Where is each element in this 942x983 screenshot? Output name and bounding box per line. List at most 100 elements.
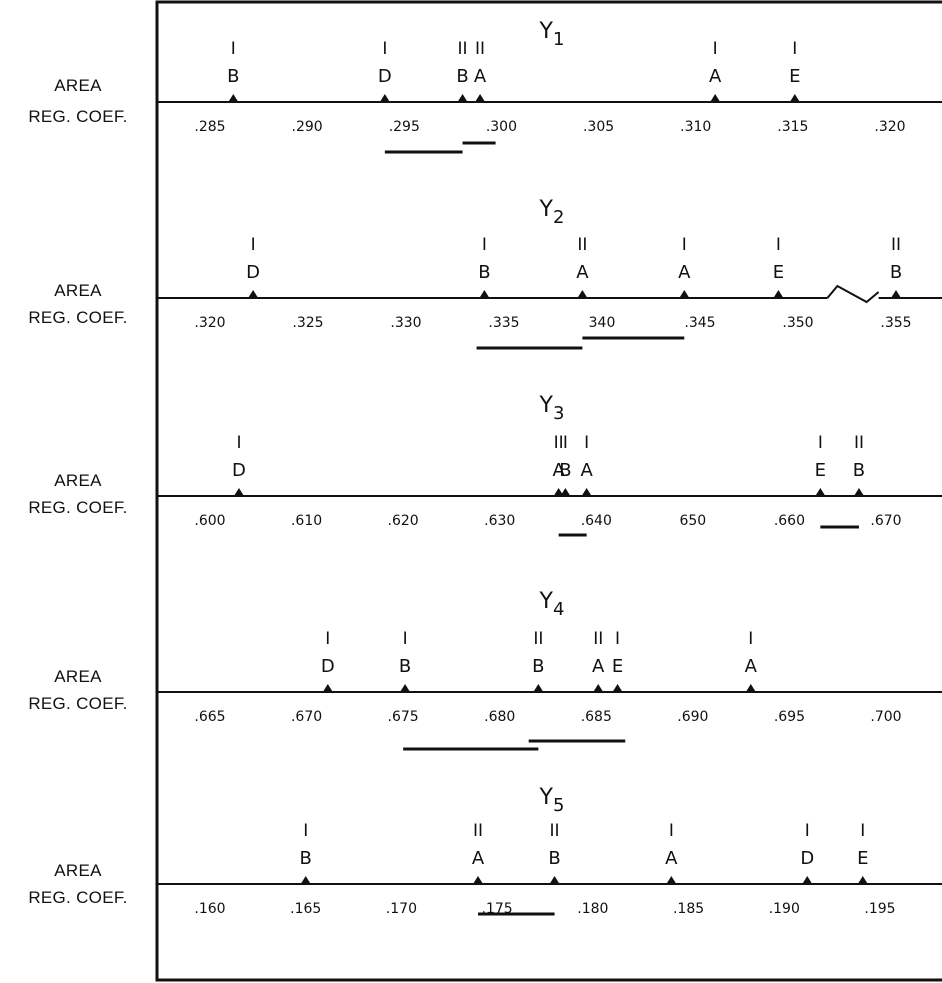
marker-IE: IE — [773, 235, 784, 298]
marker-group-numeral: II — [554, 433, 564, 453]
marker-triangle — [577, 290, 588, 298]
row-label-coef-2: REG. COEF. — [28, 308, 128, 327]
marker-group-numeral: II — [533, 629, 543, 649]
marker-letter: E — [612, 656, 623, 677]
tick-label: .165 — [290, 901, 321, 917]
marker-group-numeral: I — [860, 821, 865, 841]
marker-letter: B — [478, 262, 490, 283]
marker-letter: B — [548, 848, 560, 869]
marker-group-numeral: I — [231, 39, 236, 59]
tick-label: .335 — [488, 315, 519, 331]
marker-ID: ID — [246, 235, 260, 298]
tick-label: .355 — [880, 315, 911, 331]
marker-group-numeral: II — [550, 821, 560, 841]
marker-triangle — [666, 876, 677, 884]
panel-y3: Y3.600.610.620.630.640 650.660.670IDIIAIB… — [157, 393, 942, 537]
marker-letter: A — [472, 848, 485, 869]
marker-group-numeral: I — [682, 235, 687, 255]
marker-letter: B — [532, 656, 544, 677]
marker-letter: D — [246, 262, 260, 283]
marker-letter: A — [745, 656, 758, 677]
panel-title: Y4 — [539, 589, 565, 620]
marker-triangle — [745, 684, 756, 692]
row-label-area-3: AREA — [54, 471, 102, 490]
tick-label: .160 — [194, 901, 225, 917]
panel-title-subscript: 1 — [553, 29, 564, 50]
marker-IB: IB — [300, 821, 312, 884]
marker-group-numeral: I — [303, 821, 308, 841]
marker-IA: IA — [709, 39, 722, 102]
marker-group-numeral: I — [236, 433, 241, 453]
marker-IIB: II B — [548, 821, 561, 884]
marker-letter: B — [456, 66, 468, 87]
marker-group-numeral: I — [403, 629, 408, 649]
marker-triangle — [473, 876, 483, 884]
axis-break — [826, 284, 880, 304]
marker-letter: B — [890, 262, 902, 283]
marker-triangle — [400, 684, 411, 692]
marker-triangle — [815, 488, 826, 496]
marker-IIA: II A — [576, 235, 589, 298]
tick-label: .670 — [291, 709, 322, 725]
marker-IIA: II A — [552, 433, 565, 496]
panel-title-subscript: 5 — [553, 795, 564, 816]
marker-IB: IB — [227, 39, 239, 102]
marker-group-numeral: II — [891, 235, 901, 255]
marker-IIB: II B — [456, 39, 469, 102]
tick-label: .700 — [870, 709, 901, 725]
row-label-coef-3: REG. COEF. — [28, 498, 128, 517]
panel-title: Y5 — [539, 785, 565, 816]
marker-letter: B — [227, 66, 239, 87]
marker-triangle — [322, 684, 333, 692]
panels-group: Y1.285.290.295.300.305.310.315.320IBIDII… — [157, 19, 942, 917]
tick-label: .310 — [680, 119, 711, 135]
marker-group-numeral: II — [577, 235, 587, 255]
tick-label: .660 — [774, 513, 805, 529]
marker-triangle — [233, 488, 244, 496]
marker-triangle — [457, 94, 468, 102]
marker-group-numeral: I — [792, 39, 797, 59]
marker-IE: IE — [612, 629, 623, 692]
marker-triangle — [248, 290, 259, 298]
marker-letter: B — [853, 460, 865, 481]
tick-label: .170 — [386, 901, 417, 917]
row-label-coef-5: REG. COEF. — [28, 888, 128, 907]
marker-group-numeral: I — [251, 235, 256, 255]
marker-IE: IE — [857, 821, 868, 884]
tick-label: .320 — [874, 119, 905, 135]
marker-group-numeral: I — [776, 235, 781, 255]
panel-title-letter: Y — [539, 393, 554, 418]
tick-label: .620 — [388, 513, 419, 529]
tick-label: 340 — [589, 315, 616, 331]
marker-group-numeral: II — [593, 629, 603, 649]
panel-title-letter: Y — [539, 589, 554, 614]
panel-y4: Y4.665.670.675.680.685.690.695.700IDIBII… — [157, 589, 942, 751]
marker-triangle — [710, 94, 721, 102]
marker-group-numeral: I — [382, 39, 387, 59]
marker-letter: E — [773, 262, 784, 283]
marker-IIB: II B — [853, 433, 865, 496]
marker-IIA: II A — [592, 629, 605, 692]
tick-label: .640 — [581, 513, 612, 529]
marker-letter: B — [559, 460, 571, 481]
marker-IIA: II A — [474, 39, 487, 102]
panel-title-subscript: 4 — [553, 599, 564, 620]
marker-triangle — [891, 290, 901, 298]
marker-ID: ID — [800, 821, 814, 884]
marker-letter: E — [789, 66, 800, 87]
marker-group-numeral: I — [748, 629, 753, 649]
marker-triangle — [853, 488, 864, 496]
marker-letter: D — [800, 848, 814, 869]
tick-label: .695 — [774, 709, 805, 725]
marker-group-numeral: I — [669, 821, 674, 841]
tick-label: .330 — [390, 315, 421, 331]
tick-label: .195 — [864, 901, 895, 917]
tick-label: .300 — [486, 119, 517, 135]
marker-letter: A — [474, 66, 487, 87]
marker-triangle — [560, 488, 571, 496]
marker-ID: ID — [378, 39, 392, 102]
tick-label: .190 — [769, 901, 800, 917]
row-label-coef-1: REG. COEF. — [28, 107, 128, 126]
tick-label: .350 — [782, 315, 813, 331]
